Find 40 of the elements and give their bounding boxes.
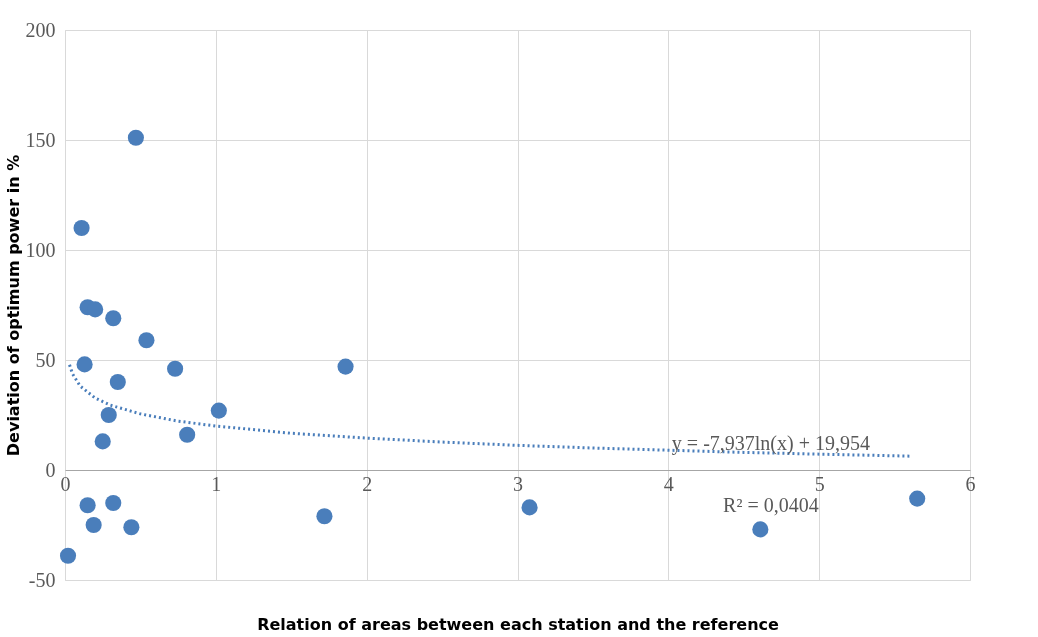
- y-tick-label: 100: [25, 238, 56, 261]
- x-tick-label: 2: [362, 472, 373, 495]
- point: [179, 426, 196, 443]
- point: [167, 360, 184, 377]
- point: [109, 373, 126, 391]
- point: [127, 129, 144, 146]
- point: [105, 494, 122, 512]
- point: [210, 402, 227, 419]
- point: [85, 516, 102, 534]
- x-tick-label: 4: [663, 472, 674, 495]
- x-tick-label: 3: [513, 472, 523, 495]
- annotation: R² = 0,0404: [723, 494, 819, 516]
- x-axis-title: Relation of areas between each station and the reference: [257, 614, 780, 634]
- point: [94, 433, 111, 450]
- point: [76, 356, 93, 373]
- x-tick-label: 6: [965, 472, 976, 495]
- annotation: y = -7,937ln(x) + 19,954: [671, 432, 870, 455]
- point: [79, 497, 96, 514]
- point: [909, 490, 926, 507]
- point: [316, 508, 333, 525]
- point: [73, 219, 90, 237]
- x-tick-label: 0: [60, 472, 71, 495]
- point: [521, 499, 538, 516]
- point: [100, 406, 117, 424]
- y-tick-label: 200: [25, 18, 56, 41]
- y-tick-label: 0: [45, 458, 56, 481]
- point: [123, 519, 140, 536]
- x-tick-label: 1: [211, 472, 222, 495]
- y-axis-title: Deviation of optimum power in %: [3, 154, 23, 457]
- point: [138, 332, 155, 349]
- point: [59, 547, 77, 564]
- line-series: [68, 363, 912, 458]
- y-tick-label: 50: [35, 348, 56, 371]
- y-tick-label: 150: [25, 128, 56, 151]
- point: [337, 358, 354, 375]
- point: [752, 521, 769, 538]
- y-tick-label: -50: [28, 568, 56, 591]
- x-tick-label: 5: [814, 472, 825, 495]
- point: [105, 310, 122, 327]
- point: [87, 301, 104, 318]
